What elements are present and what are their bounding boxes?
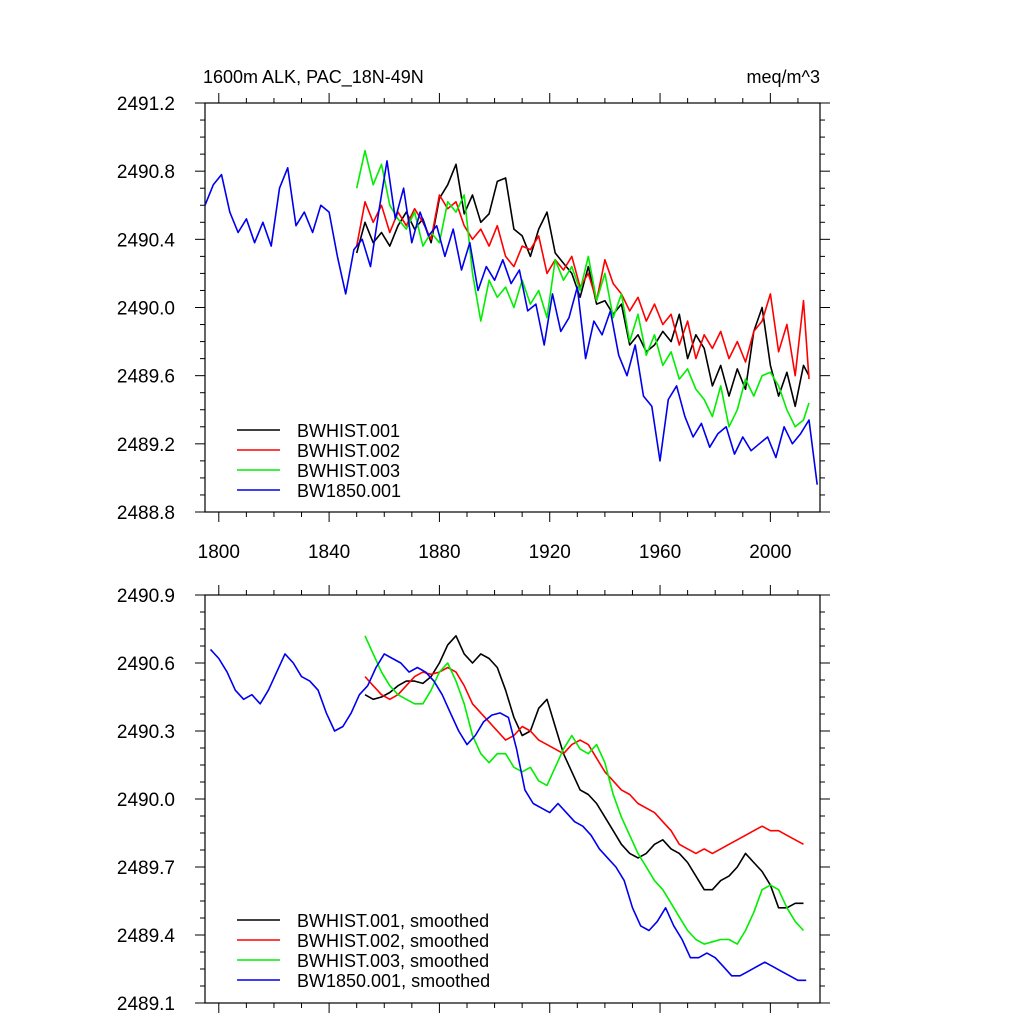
y-tick-label: 2490.0 <box>117 790 175 811</box>
series-line <box>209 648 807 982</box>
y-tick-label: 2488.8 <box>117 503 175 524</box>
y-tick-label: 2490.8 <box>117 162 175 183</box>
y-tick-label: 2489.2 <box>117 435 175 456</box>
y-tick-label: 2490.4 <box>117 230 176 251</box>
top-panel-timeseries: 1600m ALK, PAC_18N-49N meq/m^3 1800 1840 1… <box>117 67 830 563</box>
y-tick-label: 2490.0 <box>117 299 175 320</box>
series-line <box>205 160 818 485</box>
series-line <box>364 666 804 855</box>
y-tick-label: 2489.6 <box>117 367 175 388</box>
legend-label: BWHIST.002 <box>297 441 400 461</box>
top-panel-title: 1600m ALK, PAC_18N-49N <box>203 67 424 88</box>
legend-label: BWHIST.003 <box>297 461 400 481</box>
y-tick-label: 2490.9 <box>117 586 175 607</box>
legend-label: BW1850.001, smoothed <box>297 971 490 991</box>
x-tick-label: 1880 <box>418 542 460 563</box>
top-panel-units: meq/m^3 <box>747 67 820 87</box>
legend-label: BWHIST.003, smoothed <box>297 951 489 971</box>
legend-label: BWHIST.002, smoothed <box>297 931 489 951</box>
series-line <box>364 635 805 945</box>
legend-label: BWHIST.001, smoothed <box>297 911 489 931</box>
series-lines <box>205 149 818 485</box>
x-tick-label: 2000 <box>749 542 791 563</box>
x-tick-label: 1960 <box>639 542 681 563</box>
y-tick-label: 2490.6 <box>117 654 175 675</box>
series-line <box>364 634 804 909</box>
x-tick-label: 1920 <box>529 542 571 563</box>
series-line <box>355 149 810 428</box>
y-tick-label: 2489.4 <box>117 926 176 947</box>
series-line <box>355 163 810 408</box>
series-lines <box>209 634 807 982</box>
y-tick-label: 2491.2 <box>117 94 175 115</box>
legend-label: BWHIST.001 <box>297 421 400 441</box>
y-tick-label: 2490.3 <box>117 722 175 743</box>
legend-label: BW1850.001 <box>297 481 401 501</box>
x-tick-label: 1800 <box>198 542 240 563</box>
x-tick-label: 1840 <box>308 542 350 563</box>
y-tick-label: 2489.1 <box>117 994 175 1015</box>
y-tick-label: 2489.7 <box>117 858 175 879</box>
bottom-panel-smoothed: 2489.1 2489.4 2489.7 2490.0 2490.3 2490.6 2490… <box>117 585 830 1015</box>
